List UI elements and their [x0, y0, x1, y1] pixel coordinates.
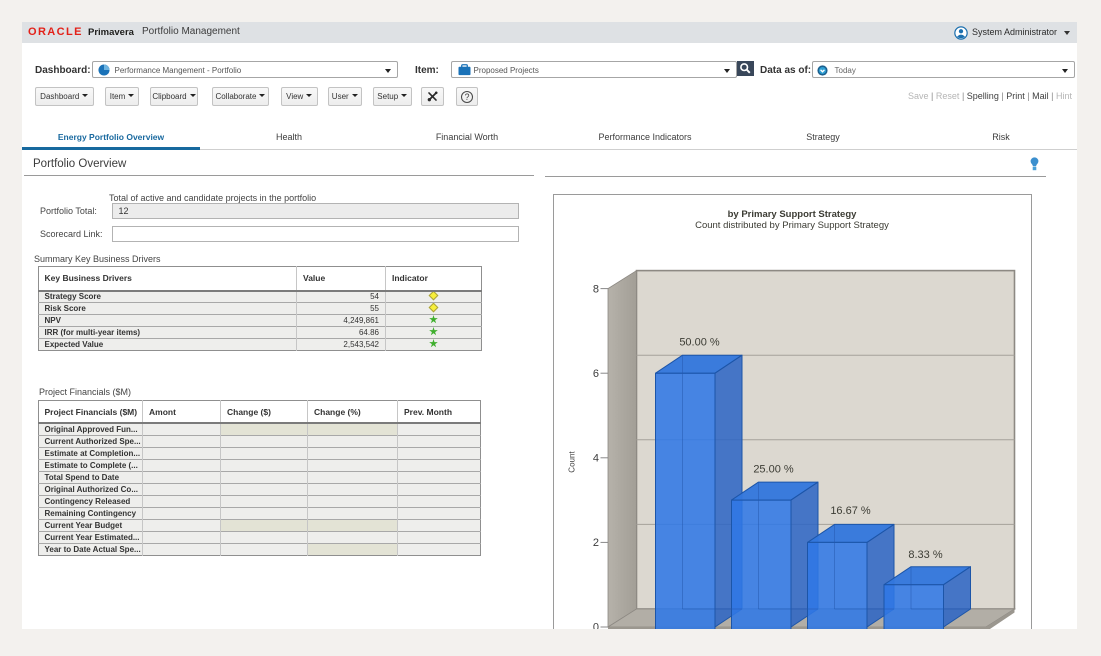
svg-text:25.00 %: 25.00 %: [753, 464, 794, 476]
svg-text:50.00 %: 50.00 %: [679, 337, 720, 349]
svg-text:8.33 %: 8.33 %: [908, 549, 942, 561]
svg-text:?: ?: [464, 92, 469, 102]
svg-text:8: 8: [592, 284, 598, 296]
svg-text:4: 4: [592, 453, 598, 465]
svg-text:Count: Count: [567, 451, 576, 473]
svg-text:2: 2: [592, 537, 598, 549]
svg-text:16.67 %: 16.67 %: [830, 505, 871, 517]
svg-text:6: 6: [592, 368, 598, 380]
svg-text:0: 0: [592, 622, 598, 630]
